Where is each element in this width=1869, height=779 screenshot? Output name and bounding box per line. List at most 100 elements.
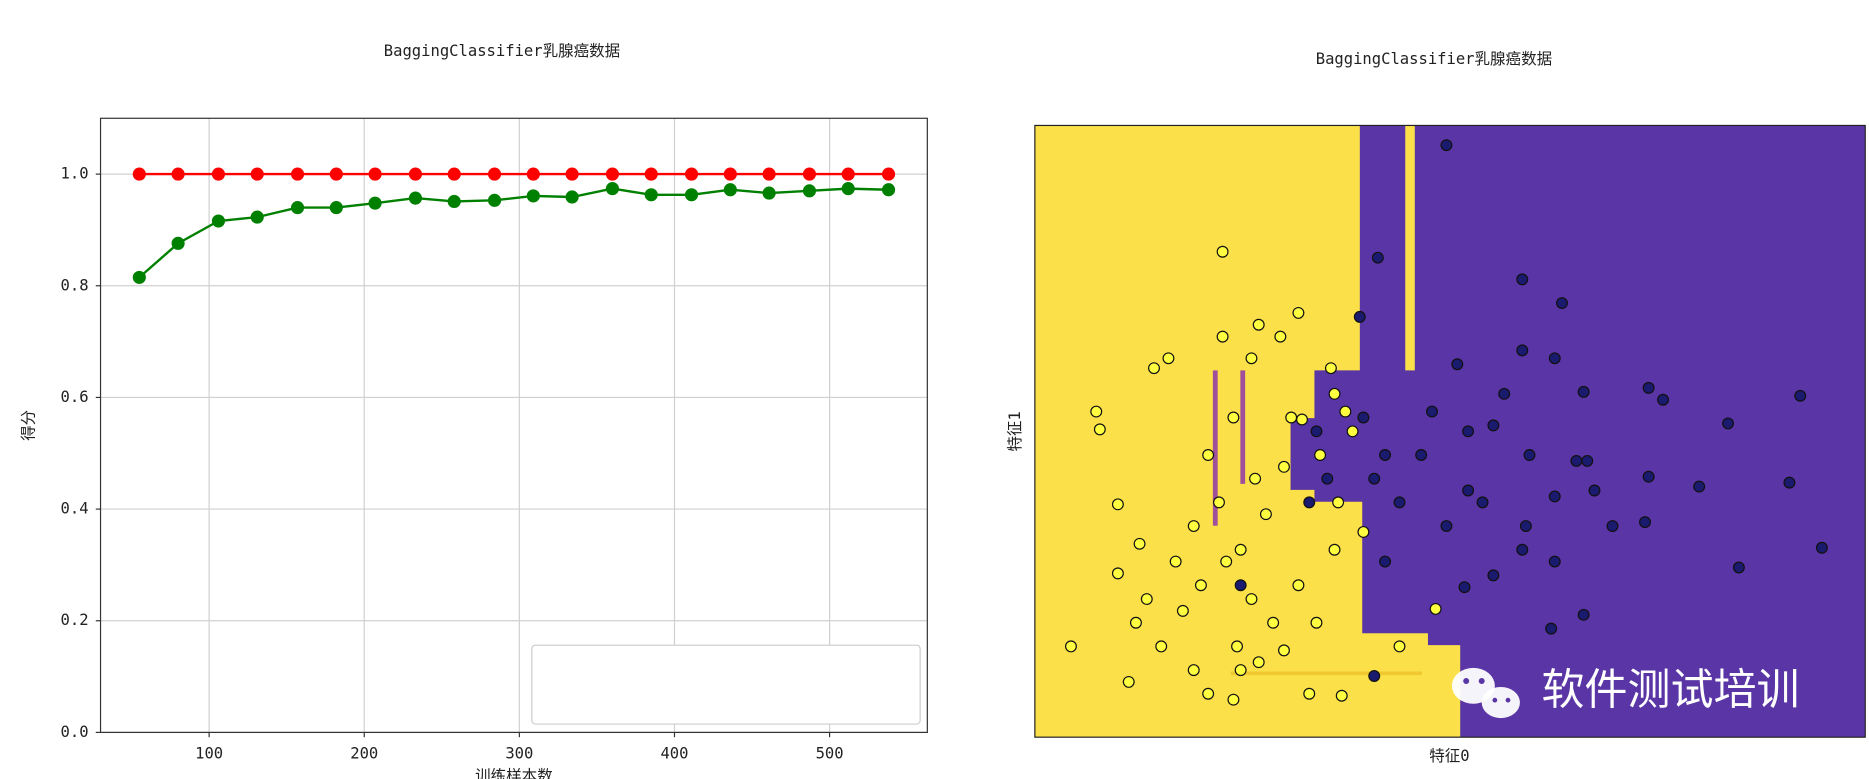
point	[1379, 449, 1392, 461]
marker	[644, 167, 658, 181]
point	[1732, 561, 1745, 574]
point	[1332, 496, 1345, 509]
point	[1429, 602, 1442, 615]
x-tick-label: 500	[816, 744, 844, 762]
point	[1111, 498, 1124, 511]
point	[1227, 693, 1240, 706]
marker	[211, 167, 226, 181]
region-purple	[1290, 125, 1866, 738]
point	[1393, 640, 1406, 653]
point	[1310, 425, 1323, 438]
marker	[684, 167, 699, 181]
point	[1498, 387, 1511, 400]
marker	[368, 196, 382, 210]
point	[1487, 569, 1500, 582]
marker	[487, 167, 502, 181]
point	[1346, 425, 1359, 438]
point	[1462, 425, 1475, 438]
marker	[605, 182, 620, 196]
marker	[447, 167, 461, 181]
marker	[250, 210, 264, 224]
point	[1462, 484, 1475, 497]
y-tick-label: 0.4	[61, 500, 89, 518]
point	[1155, 640, 1168, 653]
marker	[211, 214, 226, 228]
marker	[487, 193, 502, 207]
point	[1693, 480, 1706, 493]
y-tick-label: 0.8	[61, 276, 89, 294]
point	[1642, 470, 1655, 483]
point	[1476, 496, 1489, 509]
point	[1162, 352, 1175, 365]
point	[1310, 616, 1323, 629]
marker	[723, 167, 737, 181]
point	[1548, 352, 1561, 365]
point	[1187, 520, 1200, 533]
point	[1722, 417, 1735, 430]
x-tick-label: 100	[195, 744, 223, 762]
point	[1357, 411, 1370, 424]
point	[1169, 555, 1182, 568]
point	[1064, 640, 1077, 653]
y-tick-label: 0.2	[61, 611, 89, 629]
marker	[171, 236, 185, 250]
point	[1296, 413, 1309, 426]
y-tick-label: 0.6	[61, 388, 89, 406]
point	[1516, 344, 1529, 357]
point	[1122, 675, 1135, 688]
point	[1148, 362, 1160, 375]
point	[1371, 251, 1384, 264]
point	[1278, 460, 1290, 473]
point	[1216, 330, 1229, 343]
point	[1339, 405, 1352, 418]
axes-frame	[99, 117, 928, 734]
point	[1516, 273, 1529, 286]
point	[1176, 604, 1189, 617]
point	[1357, 525, 1370, 538]
region-strip	[1230, 671, 1422, 676]
point	[1259, 508, 1272, 521]
point	[1642, 381, 1655, 394]
marker	[881, 183, 896, 197]
point	[1292, 306, 1305, 319]
marker	[605, 167, 620, 181]
marker	[250, 167, 264, 181]
point	[1570, 454, 1583, 467]
point	[1090, 405, 1103, 418]
point	[1379, 555, 1392, 568]
point	[1328, 387, 1341, 400]
marker	[841, 167, 855, 181]
point	[1252, 656, 1265, 669]
point	[1129, 616, 1142, 629]
chart-title: BaggingClassifier乳腺癌数据	[384, 42, 620, 60]
point	[1440, 139, 1453, 152]
point	[1187, 664, 1200, 677]
chart-title: BaggingClassifier乳腺癌数据	[1316, 50, 1552, 68]
point	[1278, 644, 1290, 657]
point	[1577, 608, 1590, 621]
point	[1292, 579, 1305, 592]
point	[1606, 520, 1619, 533]
point	[1440, 520, 1453, 533]
point	[1393, 496, 1406, 509]
marker	[290, 167, 305, 181]
axes-frame	[1034, 124, 1866, 738]
point	[1426, 405, 1438, 418]
point	[1657, 393, 1670, 406]
legend	[531, 644, 921, 725]
marker	[290, 201, 305, 215]
marker	[526, 167, 540, 181]
marker	[408, 167, 423, 181]
marker	[526, 189, 540, 203]
point	[1794, 389, 1807, 402]
x-tick-label: 200	[350, 744, 378, 762]
y-axis-label: 特征1	[1006, 411, 1024, 451]
marker	[644, 188, 658, 202]
point	[1639, 516, 1651, 529]
plot-area	[100, 118, 928, 733]
point	[1285, 411, 1298, 424]
point	[1523, 449, 1536, 461]
point	[1321, 472, 1334, 485]
